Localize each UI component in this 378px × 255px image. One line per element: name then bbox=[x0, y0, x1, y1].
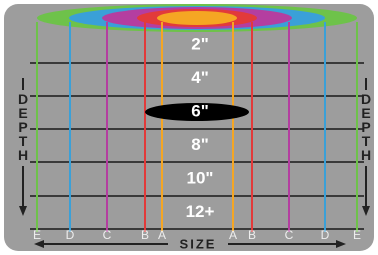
depth-label: DEPTH bbox=[360, 92, 372, 162]
depth-label: DEPTH bbox=[17, 92, 29, 162]
size-label: SIZE bbox=[180, 236, 217, 251]
depth-value: 4" bbox=[191, 68, 209, 87]
size-letter: D bbox=[321, 228, 330, 242]
depth-value: 6" bbox=[191, 101, 209, 120]
size-letter: C bbox=[103, 228, 112, 242]
depth-value: 2" bbox=[191, 34, 209, 53]
size-letter: D bbox=[66, 228, 75, 242]
size-letter: C bbox=[285, 228, 294, 242]
size-letter: E bbox=[353, 228, 361, 242]
size-letter: B bbox=[141, 228, 149, 242]
depth-value: 8" bbox=[191, 135, 209, 154]
size-letter: A bbox=[229, 228, 237, 242]
size-letter: B bbox=[248, 228, 256, 242]
depth-size-chart: EDCBAABCDE2"4"6"8"10"12+ SIZE DEPTH DEPT… bbox=[0, 0, 378, 255]
size-letter: A bbox=[158, 228, 166, 242]
ring-a bbox=[157, 11, 237, 25]
depth-value: 10" bbox=[187, 168, 214, 187]
depth-value: 12+ bbox=[186, 202, 215, 221]
size-letter: E bbox=[33, 228, 41, 242]
diagram: EDCBAABCDE2"4"6"8"10"12+ SIZE bbox=[0, 0, 378, 255]
